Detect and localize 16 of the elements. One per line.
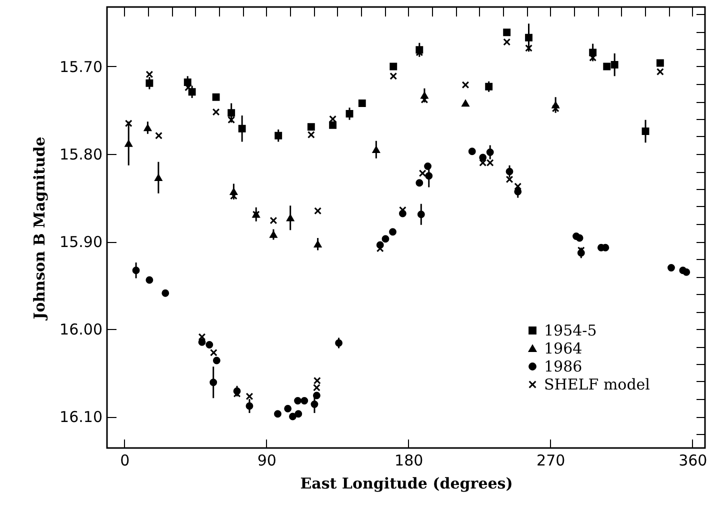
x-axis-title: East Longitude (degrees): [300, 474, 513, 492]
y-tick-label: 16.10: [60, 408, 102, 426]
legend-label: 1986: [544, 358, 582, 376]
y-tick-label: 15.90: [60, 233, 102, 251]
y-tick-label: 16.00: [60, 320, 102, 338]
y-axis-title: Johnson B Magnitude: [30, 136, 49, 322]
legend-label: 1954-5: [544, 322, 597, 340]
x-tick-label: 180: [394, 452, 424, 470]
x-tick-label: 90: [257, 452, 276, 470]
y-tick-label: 15.80: [60, 146, 102, 164]
x-tick-label: 270: [536, 452, 566, 470]
legend-label: 1964: [544, 340, 582, 358]
x-tick-label: 0: [120, 452, 130, 470]
legend-label: SHELF model: [544, 376, 650, 394]
y-tick-label: 15.70: [60, 58, 102, 76]
x-tick-label: 360: [678, 452, 708, 470]
